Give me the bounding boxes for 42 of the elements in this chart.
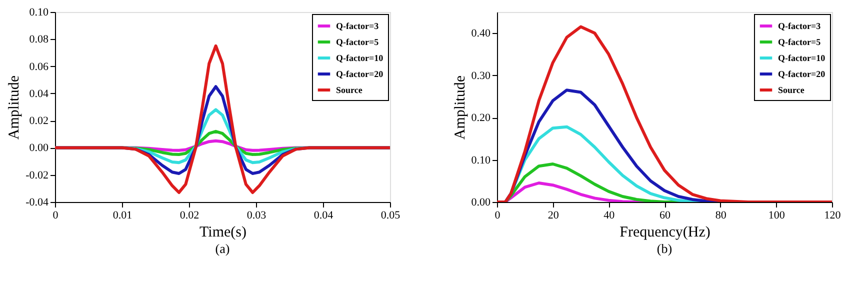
x-tick-label: 60 — [660, 210, 671, 222]
x-tick-label: 0.02 — [180, 210, 200, 222]
y-tick-label: 0.40 — [471, 28, 491, 40]
y-tick-label: -0.04 — [26, 196, 49, 208]
y-tick-label: 0.30 — [471, 70, 491, 82]
legend-label: Q-factor=10 — [336, 53, 384, 63]
legend-label: Source — [778, 85, 804, 95]
x-tick-label: 0.03 — [246, 210, 267, 222]
x-tick-label: 80 — [715, 210, 727, 222]
y-axis-title: Amplitude — [452, 75, 468, 140]
legend-label: Q-factor=3 — [778, 21, 822, 31]
x-tick-label: 0.01 — [112, 210, 132, 222]
x-tick-label: 0 — [52, 210, 59, 222]
y-tick-label: 0.04 — [29, 88, 49, 100]
legend-label: Q-factor=20 — [778, 69, 826, 79]
y-tick-label: 0.02 — [29, 115, 48, 128]
legend-label: Q-factor=20 — [336, 69, 384, 79]
legend-label: Q-factor=5 — [778, 37, 822, 47]
x-axis-title: Time(s) — [200, 224, 246, 240]
y-tick-label: 0.06 — [29, 60, 49, 73]
x-tick-label: 0.05 — [380, 210, 401, 222]
x-tick-label: 0.04 — [314, 210, 334, 222]
text: (b) — [656, 241, 672, 256]
y-tick-label: 0.00 — [29, 142, 49, 154]
x-axis-title: Frequency(Hz) — [620, 224, 710, 240]
y-tick-label: 0.00 — [471, 196, 491, 208]
y-tick-label: 0.10 — [29, 6, 49, 18]
legend-label: Q-factor=5 — [336, 37, 380, 47]
legend-label: Q-factor=3 — [336, 21, 380, 31]
y-tick-label: 0.08 — [29, 34, 49, 46]
text: (a) — [215, 241, 230, 256]
x-tick-label: 40 — [604, 210, 616, 222]
y-tick-label: 0.10 — [471, 154, 491, 166]
x-tick-label: 20 — [548, 210, 560, 222]
y-tick-label: -0.02 — [26, 169, 48, 182]
legend-label: Source — [336, 85, 362, 95]
x-tick-label: 120 — [824, 210, 842, 222]
x-tick-label: 0 — [494, 210, 501, 222]
x-tick-label: 100 — [768, 210, 786, 222]
y-axis-title: Amplitude — [6, 75, 23, 140]
y-tick-label: 0.20 — [471, 112, 491, 124]
legend-label: Q-factor=10 — [778, 53, 826, 63]
